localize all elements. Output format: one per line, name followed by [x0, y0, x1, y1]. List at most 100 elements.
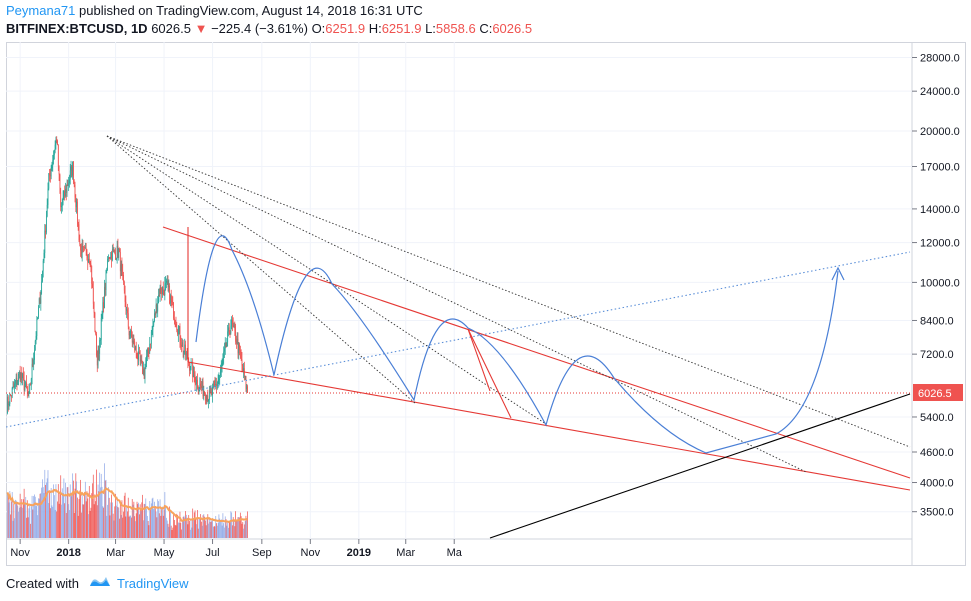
volume-bar: [199, 519, 201, 538]
volume-bar: [212, 526, 214, 538]
candle-body: [232, 324, 234, 327]
volume-bar: [226, 525, 228, 538]
volume-bar: [45, 484, 46, 538]
candle-body: [14, 382, 16, 384]
candle-body: [221, 363, 223, 367]
volume-bar: [34, 496, 36, 538]
candle-body: [116, 245, 118, 259]
volume-bar: [138, 502, 140, 538]
price-tick-label: 10000.0: [920, 277, 960, 289]
candle-body: [100, 318, 102, 340]
volume-bar: [16, 503, 18, 538]
volume-bar: [239, 517, 240, 538]
volume-bar: [33, 496, 35, 538]
candle-body: [38, 298, 40, 308]
author-link[interactable]: Peymana71: [6, 3, 76, 18]
price-tick-label: 8400.0: [920, 315, 954, 327]
volume-bar: [8, 502, 10, 538]
candle-body: [28, 391, 30, 395]
volume-bar: [61, 488, 63, 538]
candle-body: [222, 357, 224, 364]
volume-bar: [172, 527, 174, 538]
tradingview-brand-link[interactable]: TradingView: [116, 576, 189, 591]
volume-bar: [223, 523, 225, 538]
candle-body: [32, 363, 34, 365]
candle-body: [120, 264, 122, 272]
candle-body: [80, 243, 81, 251]
candle-body: [49, 175, 51, 177]
chart-area[interactable]: 28000.0 24000.0 20000.0 17000.0 14000.0 12000…: [5, 42, 966, 566]
candle-body: [216, 384, 217, 386]
candle-body: [211, 391, 213, 396]
volume-bar: [11, 492, 13, 538]
volume-bar: [168, 526, 170, 538]
candle-body: [201, 381, 203, 389]
candle-body: [247, 386, 248, 394]
symbol-label: BITFINEX:BTCUSD, 1D: [6, 21, 148, 36]
volume-bar: [45, 482, 47, 538]
time-tick-label: Mar: [106, 547, 125, 559]
time-axis[interactable]: Nov 2018 Mar May Jul Sep Nov 2019 Mar Ma: [10, 539, 463, 559]
candle-body: [18, 372, 20, 374]
candle-body: [81, 246, 83, 258]
low-label: L:: [425, 21, 436, 36]
candle-body: [90, 263, 92, 266]
volume-bar: [187, 524, 189, 538]
volume-bar: [91, 493, 93, 538]
volume-bar: [155, 511, 157, 538]
volume-bar: [227, 520, 229, 538]
volume-bar: [60, 475, 62, 538]
candle-body: [16, 377, 18, 385]
tradingview-logo-icon[interactable]: [89, 574, 111, 594]
candle-body: [111, 252, 112, 261]
volume-bar: [85, 501, 87, 538]
candle-body: [142, 361, 143, 374]
volume-bar: [15, 500, 17, 538]
time-tick-label: May: [154, 547, 175, 559]
volume-bar: [53, 495, 55, 538]
volume-bar: [117, 506, 119, 538]
volume-bar: [69, 509, 70, 538]
candle-body: [206, 395, 208, 401]
candle-body: [24, 386, 26, 391]
volume-bar: [127, 511, 128, 538]
price-chart[interactable]: 28000.0 24000.0 20000.0 17000.0 14000.0 12000…: [5, 42, 966, 566]
candle-body: [37, 317, 39, 320]
candle-body: [45, 216, 47, 233]
price-axis[interactable]: 28000.0 24000.0 20000.0 17000.0 14000.0 12000…: [912, 53, 960, 519]
candle-body: [21, 372, 23, 379]
candle-body: [173, 302, 174, 319]
candle-body: [145, 363, 147, 369]
volume-bar: [76, 481, 77, 538]
volume-bar: [244, 521, 246, 538]
candle-body: [242, 365, 244, 371]
candle-body: [126, 309, 128, 311]
candle-body: [94, 312, 96, 332]
candle-body: [42, 270, 43, 282]
volume-bar: [163, 509, 165, 538]
volume-bar: [200, 514, 202, 538]
candle-body: [82, 246, 84, 248]
candle-body: [225, 342, 227, 347]
volume-bar: [7, 492, 8, 538]
volume-bar: [211, 521, 213, 538]
candle-body: [163, 290, 165, 296]
candle-body: [73, 181, 75, 186]
candle-body: [123, 281, 125, 291]
volume-bar: [115, 493, 116, 538]
volume-bar: [133, 501, 135, 538]
volume-bar: [66, 487, 68, 538]
candle-body: [172, 301, 174, 303]
volume-bar: [148, 525, 150, 538]
price-tick-label: 17000.0: [920, 161, 960, 173]
volume-bar: [235, 511, 236, 538]
volume-bar: [221, 525, 223, 538]
volume-bar: [224, 527, 225, 538]
candle-body: [135, 346, 136, 350]
candle-body: [26, 382, 27, 389]
time-tick-label: Mar: [396, 547, 415, 559]
volume-bar: [96, 469, 97, 538]
candle-body: [214, 384, 216, 386]
volume-bar: [108, 497, 110, 538]
volume-bar: [73, 480, 74, 538]
